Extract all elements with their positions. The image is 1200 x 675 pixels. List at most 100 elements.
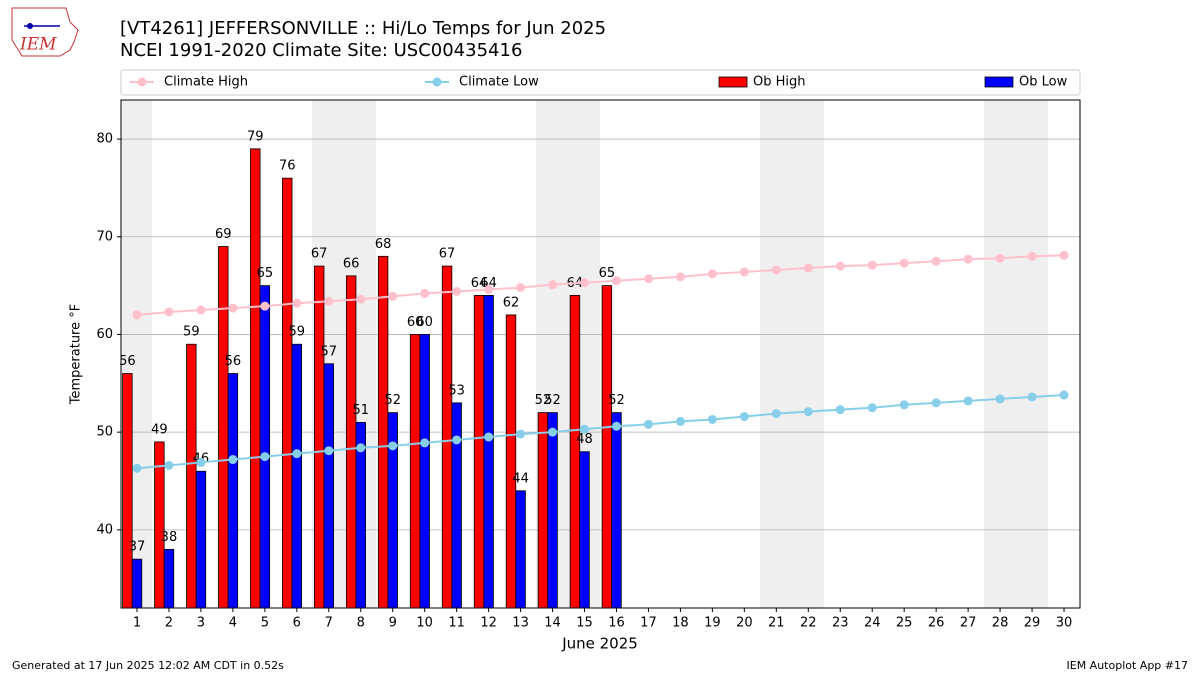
point xyxy=(164,307,174,317)
y-axis-label: Temperature °F xyxy=(69,304,84,405)
point xyxy=(260,301,270,311)
legend-box xyxy=(120,69,1081,96)
legend-swatch xyxy=(432,77,442,87)
bar xyxy=(122,373,133,609)
bar-label: 52 xyxy=(384,393,401,408)
x-tick-label: 16 xyxy=(608,616,625,631)
bar xyxy=(345,275,357,609)
bar-label: 65 xyxy=(257,266,274,281)
bar-label: 64 xyxy=(480,276,497,291)
point xyxy=(228,455,238,465)
point xyxy=(739,267,749,277)
x-tick-label: 1 xyxy=(133,616,141,631)
bar xyxy=(227,373,239,609)
legend-label: Climate High xyxy=(164,75,248,90)
bar xyxy=(537,412,549,609)
weekend xyxy=(984,100,1048,608)
point xyxy=(516,429,526,439)
logo: IEM xyxy=(11,7,79,57)
bar xyxy=(547,412,558,609)
legend-label: Ob High xyxy=(753,75,806,90)
point xyxy=(643,274,653,284)
legend-label: Climate Low xyxy=(459,75,539,90)
bar-label: 59 xyxy=(183,325,200,340)
point xyxy=(1059,390,1069,400)
point xyxy=(388,291,398,301)
y-tick-label: 40 xyxy=(96,522,113,537)
point xyxy=(260,452,270,462)
x-tick-label: 14 xyxy=(544,616,561,631)
weekend xyxy=(760,100,824,608)
bar-label: 37 xyxy=(129,540,146,555)
x-tick-label: 27 xyxy=(960,616,977,631)
x-tick-label: 25 xyxy=(896,616,913,631)
bar xyxy=(611,412,622,609)
x-tick-label: 3 xyxy=(197,616,205,631)
point xyxy=(995,253,1005,263)
point xyxy=(324,296,334,306)
point xyxy=(388,441,398,451)
x-tick-label: 4 xyxy=(229,616,237,631)
legend-swatch xyxy=(137,77,147,87)
legend-swatch xyxy=(984,76,1014,88)
line xyxy=(136,254,1065,316)
point xyxy=(931,256,941,266)
logo-text: IEM xyxy=(19,35,57,55)
bar-label: 68 xyxy=(375,237,392,252)
point xyxy=(707,414,717,424)
point xyxy=(995,394,1005,404)
point xyxy=(292,298,302,308)
bar xyxy=(163,548,175,609)
point xyxy=(675,272,685,282)
point xyxy=(835,405,845,415)
bar-label: 53 xyxy=(448,383,465,398)
point xyxy=(1027,392,1037,402)
point xyxy=(452,286,462,296)
x-tick-label: 22 xyxy=(800,616,817,631)
point xyxy=(1027,251,1037,261)
bar xyxy=(377,255,389,609)
logo-dot xyxy=(27,23,33,29)
x-tick-label: 18 xyxy=(672,616,689,631)
point xyxy=(132,310,142,320)
chart-title: [VT4261] JEFFERSONVILLE :: Hi/Lo Temps f… xyxy=(120,18,606,39)
bar-label: 76 xyxy=(279,159,296,174)
bar xyxy=(195,470,207,609)
point xyxy=(867,260,877,270)
x-tick-label: 17 xyxy=(640,616,657,631)
point xyxy=(803,263,813,273)
bar-label: 52 xyxy=(608,393,625,408)
bar xyxy=(259,285,271,609)
x-tick-label: 30 xyxy=(1056,616,1073,631)
bar-label: 51 xyxy=(352,403,369,418)
bar-label: 67 xyxy=(311,247,328,262)
logo-outline xyxy=(11,7,79,57)
bar xyxy=(601,285,613,609)
point xyxy=(580,278,590,288)
y-tick-label: 50 xyxy=(96,425,113,440)
x-axis-label: June 2025 xyxy=(561,635,638,653)
bar-label: 52 xyxy=(535,393,552,408)
footer-left: Generated at 17 Jun 2025 12:02 AM CDT in… xyxy=(12,659,284,672)
point xyxy=(899,258,909,268)
point xyxy=(324,446,334,456)
bar-label: 56 xyxy=(225,354,242,369)
bar-label: 57 xyxy=(321,344,338,359)
point xyxy=(931,398,941,408)
bar xyxy=(131,558,143,609)
x-tick-label: 20 xyxy=(736,616,753,631)
point xyxy=(196,305,206,315)
bar xyxy=(323,363,334,609)
bar xyxy=(441,265,453,609)
bar-label: 62 xyxy=(503,295,520,310)
x-tick-label: 28 xyxy=(992,616,1009,631)
legend-swatch xyxy=(718,76,748,88)
point xyxy=(132,463,142,473)
bar xyxy=(291,343,303,609)
bar-label: 64 xyxy=(471,276,488,291)
point xyxy=(1059,250,1069,260)
bar-label: 49 xyxy=(151,422,168,437)
plot-area xyxy=(121,100,1080,608)
x-tick-label: 9 xyxy=(389,616,397,631)
